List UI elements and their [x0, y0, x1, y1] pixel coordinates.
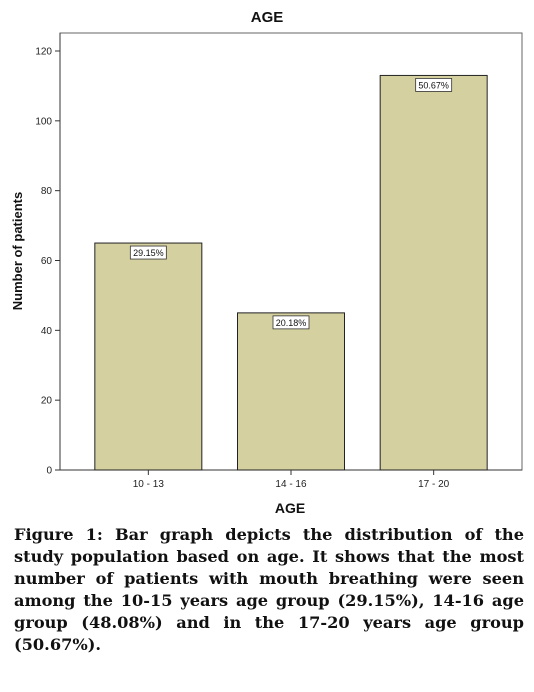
y-tick-label: 120 — [35, 47, 52, 58]
bar-chart-figure: AGE 0 20 40 60 80 100 120 29.15% 20.18% 50.67% 1… — [10, 9, 523, 516]
bar — [94, 242, 203, 471]
x-tick-label: 17 - 20 — [418, 479, 450, 490]
y-tick-label: 100 — [35, 116, 52, 127]
data-label: 29.15% — [133, 248, 164, 258]
data-label-box — [129, 245, 167, 260]
bar — [237, 312, 345, 471]
figure-caption: Figure 1: Bar graph depicts the distribu… — [14, 525, 524, 654]
data-label: 20.18% — [276, 318, 307, 328]
x-tick-label: 14 - 16 — [275, 479, 307, 490]
y-axis-label: Number of patients — [10, 192, 25, 310]
y-tick-label: 0 — [46, 466, 52, 477]
data-label: 50.67% — [418, 80, 449, 90]
bar-chart: AGE 0 20 40 60 80 100 120 29.15% 20.18% 50.67% 1… — [10, 9, 523, 516]
bar — [379, 74, 488, 471]
chart-title: AGE — [251, 9, 284, 26]
y-tick-label: 20 — [41, 396, 53, 407]
y-tick-label: 40 — [41, 326, 53, 337]
y-tick-label: 60 — [41, 256, 53, 267]
bars: 29.15% 20.18% 50.67% — [94, 74, 488, 471]
y-axis-ticks: 0 20 40 60 80 100 120 — [35, 47, 60, 477]
y-tick-label: 80 — [41, 186, 53, 197]
x-axis-label: AGE — [275, 500, 305, 516]
data-label-box — [272, 315, 310, 330]
x-tick-label: 10 - 13 — [133, 479, 165, 490]
x-axis-ticks: 10 - 13 14 - 16 17 - 20 — [133, 470, 450, 490]
data-label-box — [415, 78, 453, 92]
